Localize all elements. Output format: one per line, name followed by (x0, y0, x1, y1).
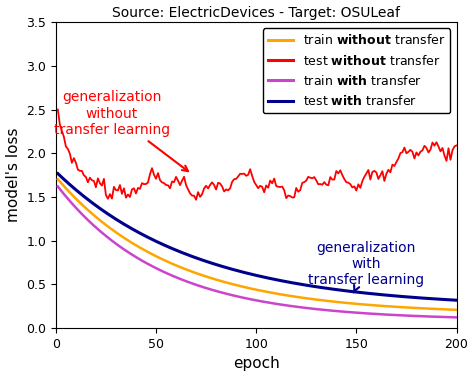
Text: generalization
without
transfer learning: generalization without transfer learning (54, 90, 188, 171)
Y-axis label: model's loss: model's loss (6, 128, 20, 222)
Title: Source: ElectricDevices - Target: OSULeaf: Source: ElectricDevices - Target: OSULea… (112, 6, 400, 20)
Text: generalization
with
transfer learning: generalization with transfer learning (308, 241, 424, 293)
X-axis label: epoch: epoch (233, 356, 280, 371)
Legend: train $\mathbf{without}$ transfer, test $\mathbf{without}$ transfer, train $\mat: train $\mathbf{without}$ transfer, test … (263, 28, 450, 113)
